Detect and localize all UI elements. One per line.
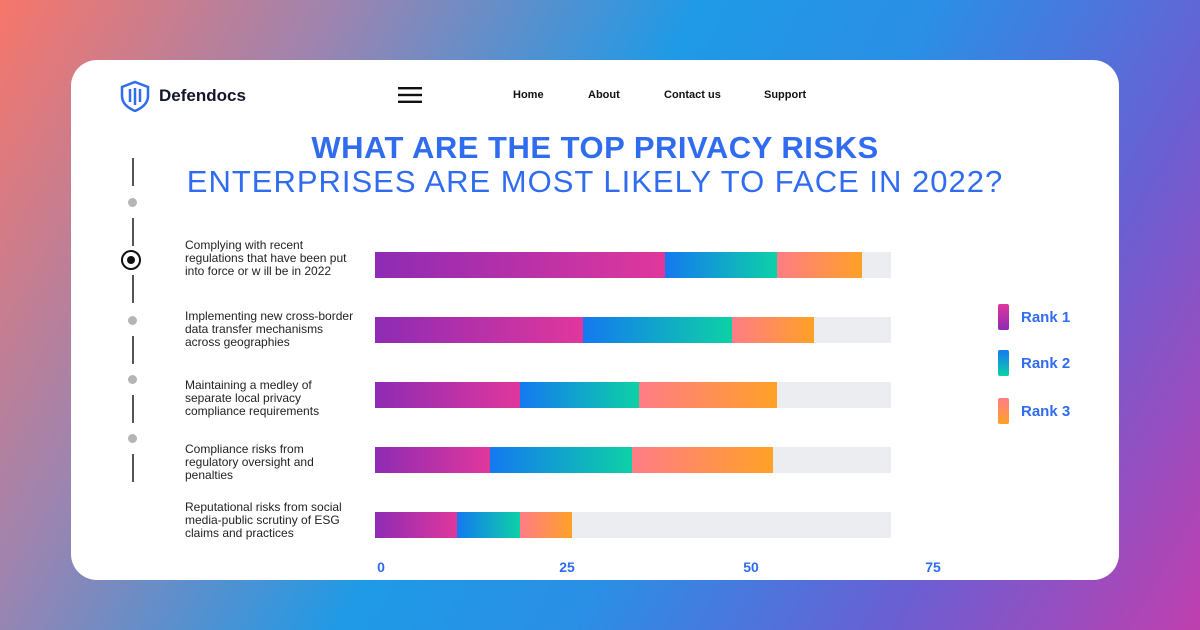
bar-segment-rank-1 bbox=[375, 447, 491, 473]
timeline-active-marker[interactable] bbox=[121, 250, 141, 270]
timeline-segment bbox=[132, 336, 134, 364]
chart-subtitle: ENTERPRISES ARE MOST LIKELY TO FACE IN 2… bbox=[186, 164, 1004, 199]
x-tick-label: 25 bbox=[559, 559, 575, 575]
x-tick-label: 50 bbox=[743, 559, 759, 575]
category-label: Compliance risks from regulatory oversig… bbox=[185, 442, 314, 482]
timeline-dot[interactable] bbox=[128, 375, 137, 384]
legend-label: Rank 2 bbox=[1021, 354, 1071, 372]
bar-segment-rank-3 bbox=[776, 252, 863, 278]
timeline-segment bbox=[132, 158, 134, 186]
bar-segment-rank-1 bbox=[375, 382, 521, 408]
bar-track bbox=[375, 317, 891, 343]
category-label: Complying with recent regulations that h… bbox=[185, 238, 347, 278]
legend-swatch bbox=[998, 398, 1009, 424]
timeline-dot[interactable] bbox=[128, 434, 137, 443]
category-label: Reputational risks from social media-pub… bbox=[185, 500, 342, 540]
bar-track bbox=[375, 252, 891, 278]
bar-segment-rank-1 bbox=[375, 252, 666, 278]
bar-segment-rank-3 bbox=[520, 512, 573, 538]
bar-segment-rank-2 bbox=[520, 382, 640, 408]
nav-about[interactable]: About bbox=[588, 89, 620, 101]
legend-item-rank-3[interactable]: Rank 3 bbox=[998, 398, 1070, 424]
timeline-segment bbox=[132, 218, 134, 246]
brand-name: Defendocs bbox=[159, 86, 246, 105]
nav-support[interactable]: Support bbox=[764, 89, 807, 101]
legend-swatch bbox=[998, 304, 1009, 330]
bar-segment-rank-1 bbox=[375, 512, 457, 538]
shield-logo-icon bbox=[120, 80, 150, 112]
bar-segment-rank-3 bbox=[639, 382, 777, 408]
hamburger-menu-icon[interactable] bbox=[398, 87, 422, 103]
x-tick-label: 0 bbox=[377, 559, 385, 575]
infographic-card: Defendocs Home About Contact us Support … bbox=[71, 60, 1119, 580]
timeline-dot bbox=[128, 198, 137, 207]
legend-item-rank-1[interactable]: Rank 1 bbox=[998, 304, 1070, 330]
brand-logo[interactable]: Defendocs bbox=[119, 80, 246, 112]
x-tick-label: 75 bbox=[925, 559, 941, 575]
bar-segment-rank-1 bbox=[375, 317, 584, 343]
timeline-segment bbox=[132, 454, 134, 482]
category-label: Maintaining a medley of separate local p… bbox=[185, 378, 320, 418]
nav-home[interactable]: Home bbox=[513, 89, 544, 101]
bar-segment-rank-2 bbox=[490, 447, 632, 473]
bar-track bbox=[375, 512, 891, 538]
legend-label: Rank 1 bbox=[1021, 308, 1071, 326]
bar-segment-rank-2 bbox=[583, 317, 733, 343]
timeline-segment bbox=[132, 275, 134, 303]
legend-item-rank-2[interactable]: Rank 2 bbox=[998, 350, 1070, 376]
legend-swatch bbox=[998, 350, 1009, 376]
bar-segment-rank-2 bbox=[456, 512, 521, 538]
bar-segment-rank-3 bbox=[631, 447, 774, 473]
bar-track bbox=[375, 447, 891, 473]
timeline-segment bbox=[132, 395, 134, 423]
bar-track bbox=[375, 382, 891, 408]
bar-segment-rank-2 bbox=[665, 252, 777, 278]
timeline-dot[interactable] bbox=[128, 316, 137, 325]
bar-segment-rank-3 bbox=[732, 317, 814, 343]
nav-contact[interactable]: Contact us bbox=[664, 89, 721, 101]
legend-label: Rank 3 bbox=[1021, 402, 1071, 420]
category-label: Implementing new cross-border data trans… bbox=[185, 309, 354, 349]
chart-title: WHAT ARE THE TOP PRIVACY RISKS bbox=[311, 130, 879, 165]
